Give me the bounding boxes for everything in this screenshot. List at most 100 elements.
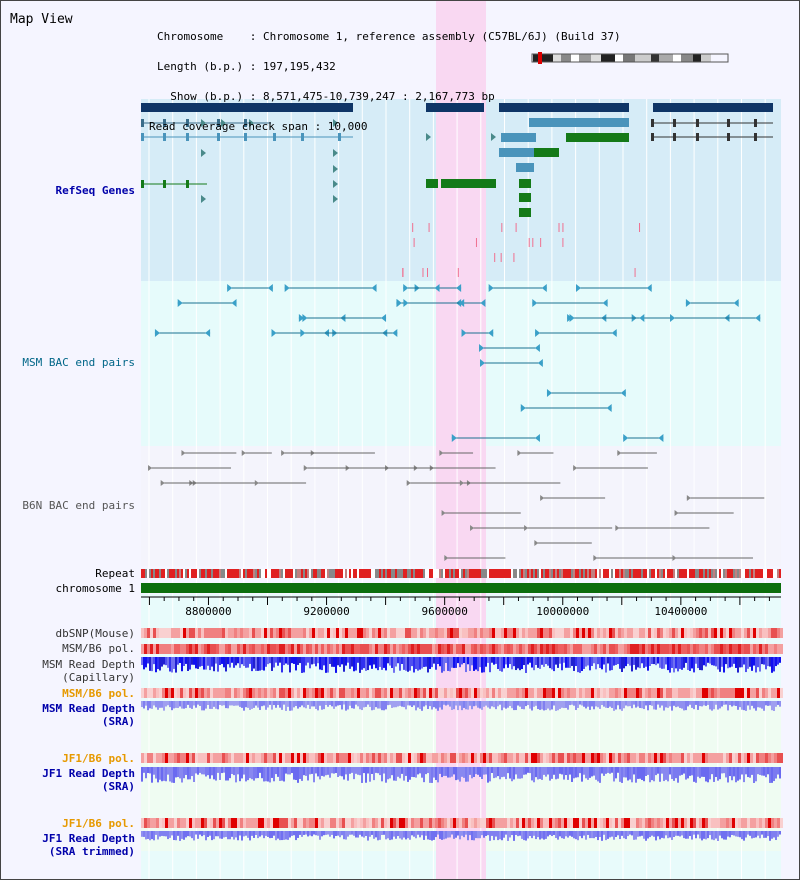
depth-bar [757,701,759,708]
depth-bar [729,767,731,777]
pol-cell [729,688,732,698]
depth-bar [191,767,193,777]
track-label-msm-depth-capillary[interactable]: MSM Read Depth (Capillary) [42,658,135,684]
depth-bar [259,701,261,710]
depth-bar [573,831,575,839]
gene-exon [244,133,247,141]
pol-cell [405,818,408,828]
depth-bar [333,767,335,774]
pol-cell [237,688,240,698]
depth-bar [389,767,391,779]
dbsnp-cell [354,628,357,638]
depth-bar [521,657,523,670]
depth-bar [439,657,441,667]
depth-bar [239,767,241,782]
depth-bar [253,701,255,708]
depth-bar [267,831,269,837]
depth-bar [347,831,349,837]
pol-cell [639,818,642,828]
pol-cell [573,753,576,763]
pol-cell [291,753,294,763]
track-label-msm-b6-pol-sra[interactable]: MSM/B6 pol. [62,687,135,700]
depth-bar [567,657,569,668]
dbsnp-cell [687,628,690,638]
pol-cell [267,818,270,828]
depth-bar [339,701,341,706]
dbsnp-cell [306,628,309,638]
gene-strand-arrow [201,195,206,203]
dbsnp-cell [195,628,198,638]
track-label-chromosome[interactable]: chromosome 1 [55,582,135,595]
repeat-element [645,569,647,578]
depth-bar [273,701,275,706]
track-label-repeat[interactable]: Repeat [95,567,135,580]
pol-cell [354,688,357,698]
pol-cell [249,753,252,763]
depth-bar [447,657,449,671]
depth-bar [593,831,595,839]
bac-end-arrow [540,495,545,501]
pol-cell [744,753,747,763]
repeat-element [417,569,419,578]
depth-bar [281,767,283,781]
repeat-element [497,569,499,578]
track-label-msm-bac[interactable]: MSM BAC end pairs [22,356,135,369]
depth-bar [275,831,277,841]
depth-bar [671,657,673,668]
depth-bar [555,701,557,711]
pol-cell [336,753,339,763]
pol-cell [696,644,699,654]
dbsnp-cell [531,628,534,638]
pol-cell [243,818,246,828]
depth-bar [419,657,421,670]
depth-bar [189,701,191,708]
repeat-element [491,569,493,578]
depth-bar [343,831,345,840]
pol-cell [315,753,318,763]
dbsnp-cell [711,628,714,638]
dbsnp-cell [276,628,279,638]
track-label-jf1-b6-pol-trimmed[interactable]: JF1/B6 pol. [62,817,135,830]
depth-bar [747,767,749,778]
depth-bar [371,657,373,669]
depth-bar [343,657,345,672]
depth-bar [495,767,497,778]
depth-bar [553,701,555,706]
depth-bar [413,767,415,778]
depth-bar [647,767,649,775]
dbsnp-cell [171,628,174,638]
depth-bar [317,701,319,711]
pol-cell [588,818,591,828]
track-label-jf1-depth-trimmed[interactable]: JF1 Read Depth (SRA trimmed) [42,832,135,858]
dbsnp-cell [456,628,459,638]
repeat-element [699,569,701,578]
pol-cell [240,644,243,654]
pol-cell [600,753,603,763]
pol-cell [558,818,561,828]
track-label-b6n-bac[interactable]: B6N BAC end pairs [22,499,135,512]
track-label-msm-depth-sra[interactable]: MSM Read Depth (SRA) [42,702,135,728]
track-label-msm-b6-pol-capillary[interactable]: MSM/B6 pol. [62,642,135,655]
pol-cell [609,753,612,763]
track-label-jf1-depth-sra[interactable]: JF1 Read Depth (SRA) [42,767,135,793]
pol-cell [702,818,705,828]
dbsnp-cell [738,628,741,638]
repeat-element [753,569,755,578]
repeat-element [233,569,235,578]
pol-cell [432,753,435,763]
depth-bar [443,701,445,705]
depth-bar [419,831,421,838]
depth-bar [687,657,689,670]
repeat-element [717,569,719,578]
pol-cell [378,644,381,654]
pol-cell [297,644,300,654]
pol-cell [279,688,282,698]
pol-cell [288,644,291,654]
track-label-jf1-b6-pol[interactable]: JF1/B6 pol. [62,752,135,765]
depth-bar [655,701,657,710]
repeat-element [427,569,429,578]
track-label-refseq[interactable]: RefSeq Genes [55,184,135,197]
pol-cell [312,818,315,828]
track-label-dbsnp[interactable]: dbSNP(Mouse) [55,627,135,640]
